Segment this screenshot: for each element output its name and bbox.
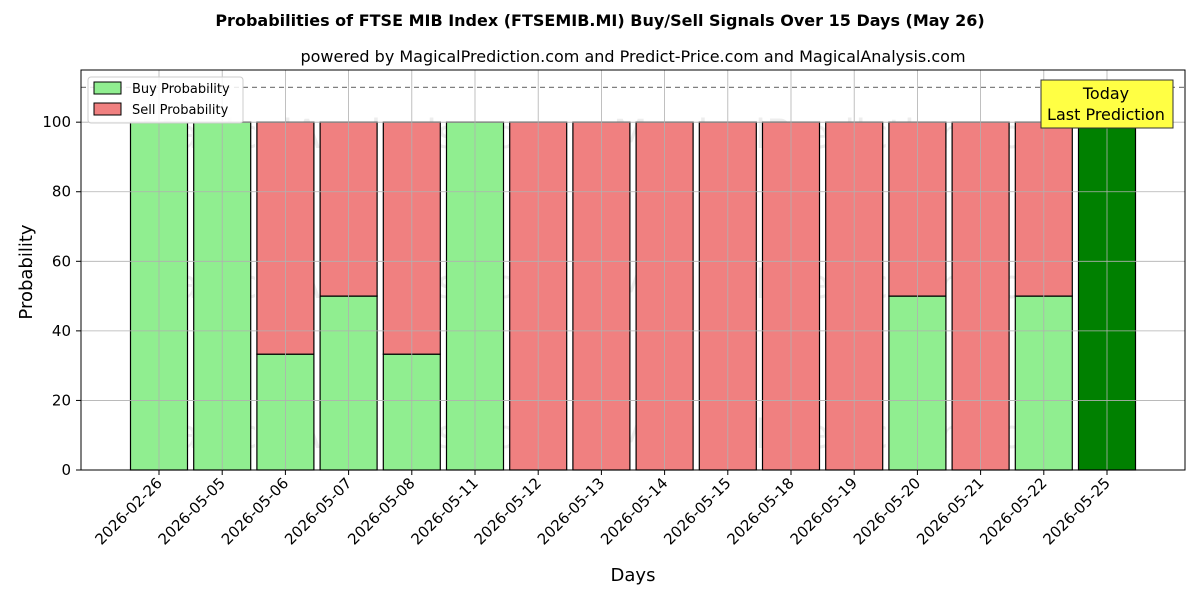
legend-label-sell: Sell Probability [132, 103, 229, 118]
legend-box [87, 76, 244, 124]
legend-swatch-buy [93, 81, 122, 95]
y-tick-label: 60 [52, 252, 71, 270]
y-tick-label: 100 [42, 113, 71, 131]
legend-swatch-sell [93, 102, 122, 116]
chart-title: Probabilities of FTSE MIB Index (FTSEMIB… [215, 11, 984, 30]
x-axis-label: Days [611, 565, 656, 586]
y-axis-label: Probability [16, 224, 37, 319]
chart-subtitle: powered by MagicalPrediction.com and Pre… [300, 47, 965, 66]
legend-label-buy: Buy Probability [132, 82, 230, 97]
y-tick-label: 80 [52, 183, 71, 201]
y-tick-label: 40 [52, 322, 71, 340]
annotation-box [1040, 79, 1174, 129]
y-tick-label: 20 [52, 391, 71, 409]
annotation-text: Last Prediction [1047, 105, 1165, 124]
legend: Buy Probability Sell Probability [87, 76, 244, 124]
annotation-text: Today [1082, 84, 1129, 103]
y-tick-label: 0 [61, 461, 71, 479]
today-annotation: Today Last Prediction [1040, 79, 1174, 129]
plot-frame [80, 69, 1186, 471]
